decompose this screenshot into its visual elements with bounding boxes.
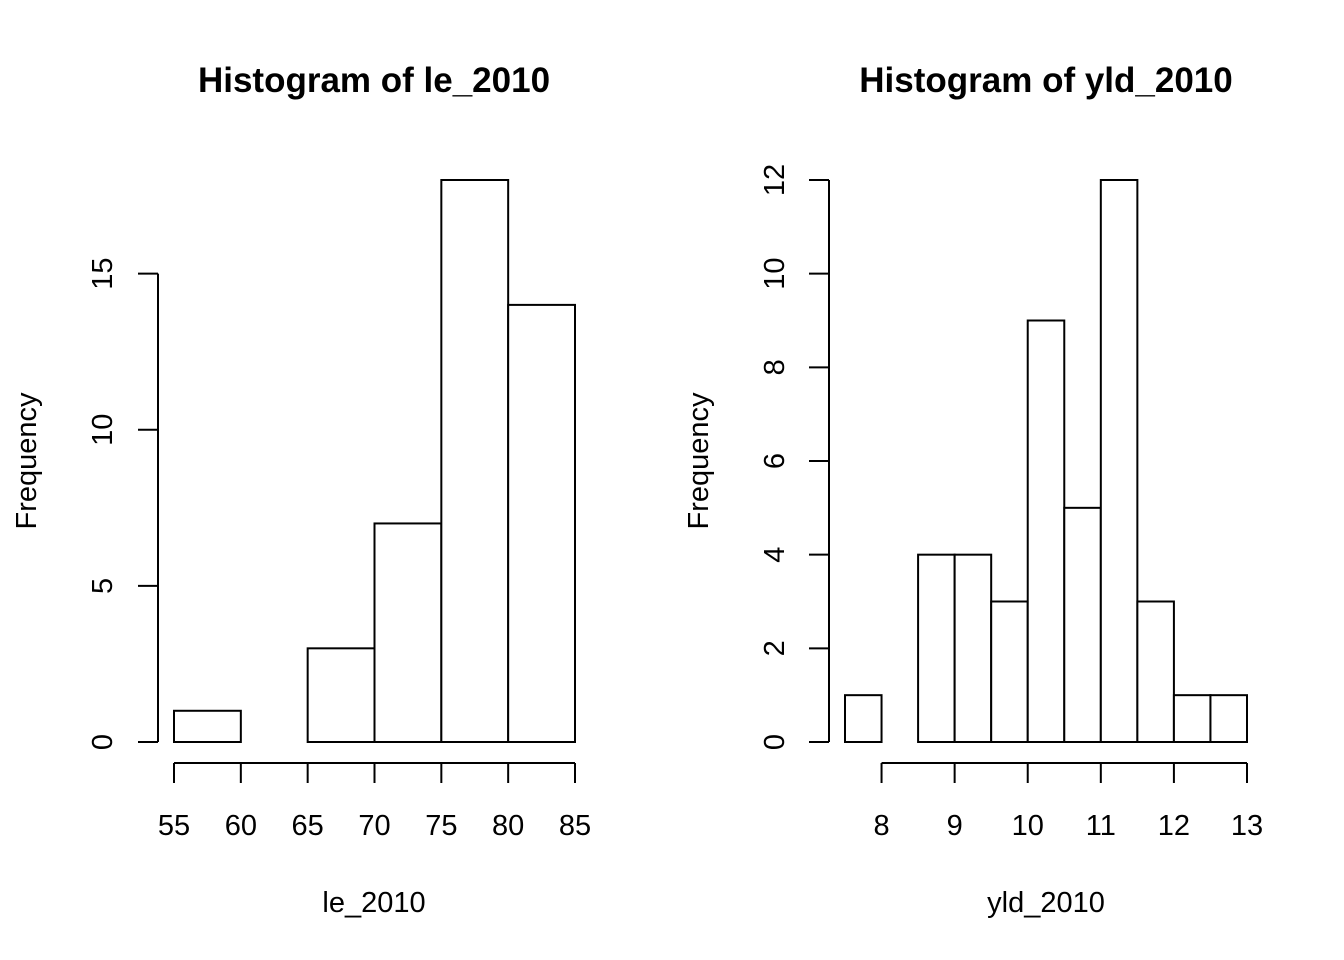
x-tick-label: 70 [358, 810, 390, 842]
histogram-panel-le-2010: Histogram of le_2010 le_2010 Frequency 5… [11, 61, 591, 919]
histogram-bar [1209, 694, 1249, 744]
y-tick-label: 5 [87, 578, 119, 594]
x-tick-label: 10 [1012, 810, 1044, 842]
histogram-bar [440, 179, 510, 743]
x-tick-label: 60 [225, 810, 257, 842]
bars [844, 179, 1249, 744]
y-tick-label: 0 [759, 734, 791, 750]
y-axis: 0 5 10 15 [87, 258, 159, 750]
x-axis: 8 9 10 11 12 13 [873, 762, 1263, 842]
histogram-bar [1099, 179, 1139, 743]
y-axis: 0 2 4 6 8 10 12 [759, 164, 830, 750]
histogram-bar [844, 694, 883, 744]
y-axis-label: Frequency [683, 392, 715, 530]
y-tick-label: 10 [759, 258, 791, 290]
y-tick-label: 8 [759, 359, 791, 375]
y-tick-label: 0 [87, 734, 119, 750]
histogram-bar [507, 303, 576, 743]
histogram-bar [1172, 694, 1212, 744]
x-tick-label: 55 [158, 810, 190, 842]
chart-title: Histogram of le_2010 [198, 61, 550, 100]
histogram-bar [990, 600, 1029, 743]
histogram-bar [917, 553, 956, 744]
y-tick-label: 10 [87, 414, 119, 446]
y-tick-label: 6 [759, 453, 791, 469]
histogram-panel-yld-2010: Histogram of yld_2010 yld_2010 Frequency… [683, 61, 1263, 919]
x-tick-label: 9 [947, 810, 963, 842]
x-tick-label: 80 [492, 810, 524, 842]
x-tick-label: 13 [1231, 810, 1263, 842]
x-tick-label: 11 [1086, 810, 1116, 842]
x-axis-label: le_2010 [322, 887, 425, 919]
histogram-bar [1026, 319, 1066, 743]
histogram-bar [1063, 506, 1102, 744]
y-tick-label: 4 [759, 547, 791, 563]
y-tick-label: 2 [759, 640, 791, 656]
x-axis-label: yld_2010 [987, 887, 1105, 919]
bars [173, 179, 576, 744]
x-tick-label: 8 [873, 810, 889, 842]
y-tick-label: 15 [87, 258, 119, 290]
histogram-bar [373, 522, 443, 744]
y-axis-label: Frequency [11, 392, 43, 530]
x-axis: 55 60 65 70 75 80 85 [158, 762, 591, 842]
y-tick-label: 12 [759, 164, 791, 196]
histogram-bar [173, 709, 242, 743]
x-tick-label: 12 [1158, 810, 1190, 842]
histogram-bar [953, 553, 993, 744]
x-tick-label: 65 [292, 810, 324, 842]
chart-title: Histogram of yld_2010 [859, 61, 1232, 100]
x-tick-label: 75 [425, 810, 457, 842]
histogram-bar [306, 647, 376, 743]
x-tick-label: 85 [559, 810, 591, 842]
histogram-bar [1136, 600, 1175, 743]
